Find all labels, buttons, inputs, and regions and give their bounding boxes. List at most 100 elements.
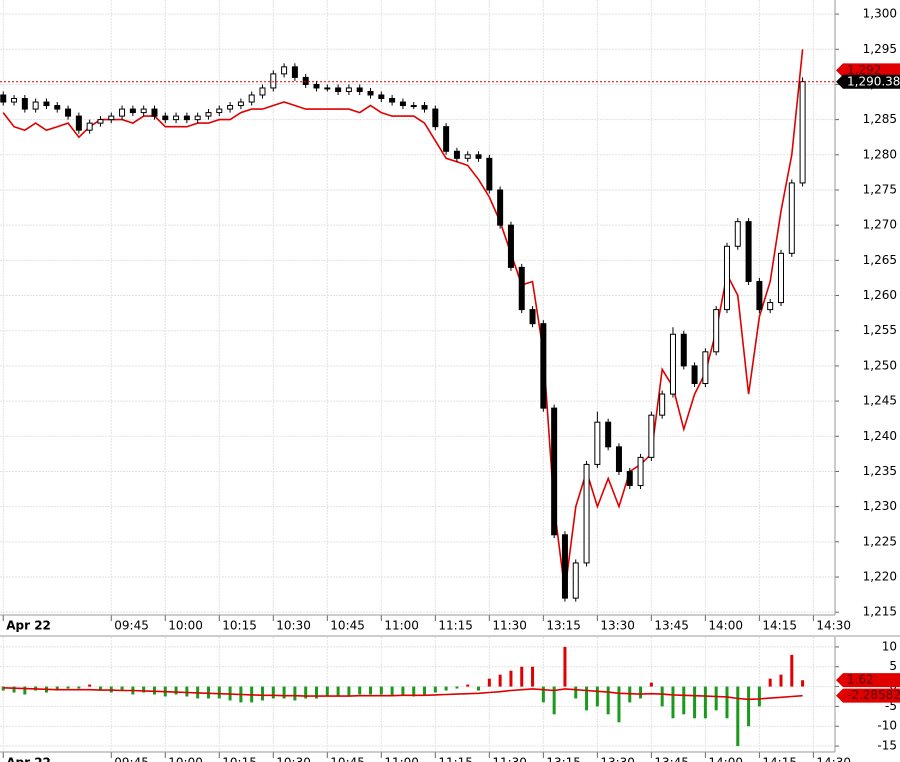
candle-body: [86, 122, 93, 131]
candle-body: [799, 81, 806, 184]
candle-body: [723, 245, 730, 311]
candle-body: [734, 221, 741, 247]
histogram-bar: [585, 686, 589, 711]
y-tick-label: -10: [877, 719, 897, 733]
x-tick-label: 10:45: [330, 756, 365, 762]
y-tick-label: 1,255: [863, 323, 897, 337]
histogram-bar: [552, 686, 556, 715]
plot-area: [0, 637, 835, 752]
candle-body: [248, 94, 255, 103]
candle-body: [129, 108, 136, 114]
y-tick-label: 1,230: [863, 499, 897, 513]
x-tick-label: 09:45: [114, 756, 149, 762]
candle-body: [669, 333, 676, 395]
overlay-line: [2, 49, 804, 592]
x-tick-label: 10:15: [222, 619, 257, 633]
x-tick-label: 11:15: [438, 619, 473, 633]
histogram-bar: [174, 686, 178, 695]
y-tick-label: 1,270: [863, 218, 897, 232]
x-tick-label: 11:00: [384, 619, 419, 633]
x-tick-label: 10:00: [168, 756, 203, 762]
histogram-bar: [747, 686, 751, 727]
candle-body: [205, 112, 212, 117]
y-tick-label: -5: [885, 699, 897, 713]
candle-body: [551, 407, 558, 536]
x-tick-label: 13:45: [654, 756, 689, 762]
candle-body: [443, 126, 450, 152]
candle-body: [378, 94, 385, 100]
histogram-bar: [401, 686, 405, 695]
candle-body: [464, 154, 471, 159]
x-tick-label: 14:00: [708, 756, 743, 762]
candle-body: [356, 87, 363, 92]
candle-body: [486, 157, 493, 191]
y-tick-label: 1,300: [863, 7, 897, 21]
x-tick-label: 11:30: [492, 756, 527, 762]
x-tick-label: 10:45: [330, 619, 365, 633]
histogram-bar: [423, 686, 427, 695]
signal-line: [3, 687, 803, 701]
y-tick-label: 10: [882, 639, 897, 653]
histogram-bar: [142, 686, 146, 693]
candle-body: [151, 108, 158, 117]
candle-body: [302, 76, 309, 85]
histogram-bar: [693, 686, 697, 719]
histogram-bar: [477, 686, 481, 691]
histogram-bar: [55, 686, 59, 691]
candle-body: [561, 534, 568, 599]
histogram-bar: [455, 686, 459, 689]
x-tick-label: 14:15: [762, 756, 797, 762]
candle-body: [0, 94, 7, 103]
candle-body: [259, 87, 266, 96]
histogram-bar: [369, 686, 373, 695]
histogram-bar: [487, 678, 491, 687]
histogram-bar: [77, 686, 81, 689]
candle-body: [335, 87, 342, 92]
candle-body: [777, 252, 784, 304]
candle-body: [432, 108, 439, 128]
histogram-bar: [282, 686, 286, 699]
candle-body: [281, 66, 288, 75]
candle-body: [43, 101, 50, 107]
histogram-bar: [801, 680, 805, 687]
candle-body: [345, 87, 352, 92]
x-tick-label: 10:30: [276, 756, 311, 762]
candle-body: [227, 105, 234, 110]
histogram-bar: [379, 686, 383, 695]
x-tick-label: 13:15: [546, 619, 581, 633]
candle-body: [324, 87, 331, 90]
x-tick-label: 13:30: [600, 756, 635, 762]
histogram-bar: [595, 686, 599, 707]
x-tick-label: 14:30: [816, 619, 851, 633]
candle-body: [626, 470, 633, 487]
histogram-bar: [725, 686, 729, 719]
candle-body: [32, 101, 39, 110]
histogram-bar: [498, 674, 502, 687]
candle-body: [507, 224, 514, 268]
x-tick-label: 14:15: [762, 619, 797, 633]
x-tick-label: 11:00: [384, 756, 419, 762]
histogram-bar: [606, 686, 610, 715]
candle-body: [108, 115, 115, 121]
candle-body: [637, 456, 644, 487]
candle-body: [702, 351, 709, 384]
candle-body: [54, 105, 61, 110]
histogram-bar: [444, 686, 448, 691]
candle-body: [270, 73, 277, 89]
histogram-bar: [649, 682, 653, 687]
x-tick-label: 13:15: [546, 756, 581, 762]
candle-body: [216, 108, 223, 114]
x-tick-label: Apr 22: [6, 619, 51, 633]
candle-body: [140, 108, 147, 114]
histogram-bar: [790, 654, 794, 687]
x-tick-label: 14:00: [708, 619, 743, 633]
y-tick-label: 1,260: [863, 288, 897, 302]
y-tick-label: 1,215: [863, 605, 897, 619]
y-tick-label: 1,285: [863, 112, 897, 126]
candle-body: [691, 365, 698, 384]
histogram-bar: [768, 678, 772, 687]
histogram-bar: [520, 666, 524, 687]
histogram-bar: [682, 686, 686, 715]
histogram-bar: [639, 686, 643, 699]
